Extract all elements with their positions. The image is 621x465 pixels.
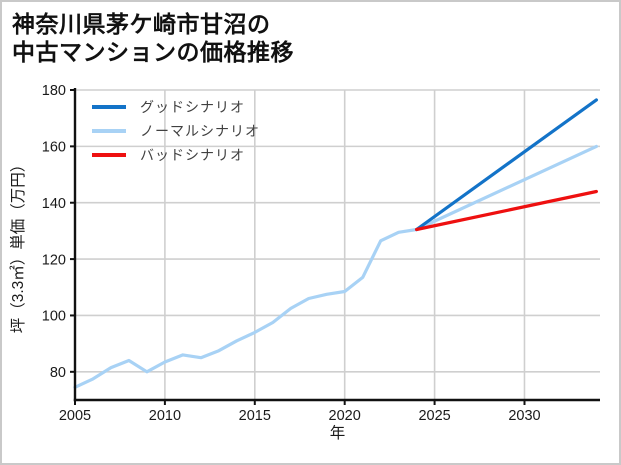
- y-tick-label: 100: [42, 309, 66, 325]
- x-tick-label: 2030: [508, 408, 540, 424]
- y-tick-label: 120: [42, 252, 66, 268]
- series-line-normal-scenario: [73, 144, 599, 389]
- chart-title-line2: 中古マンションの価格推移: [12, 39, 294, 65]
- chart-title-line1: 神奈川県茅ケ崎市甘沼の: [12, 11, 271, 37]
- y-tick-label: 140: [42, 196, 66, 212]
- series-line-bad-scenario: [415, 189, 599, 232]
- x-tick-label: 2005: [59, 408, 91, 424]
- x-tick-label: 2015: [239, 408, 271, 424]
- legend-label-bad-scenario: バッドシナリオ: [140, 147, 245, 163]
- chart-title: 神奈川県茅ケ崎市甘沼の 中古マンションの価格推移: [12, 10, 294, 66]
- y-axis-label: 坪（3.3㎡）単価（万円）: [9, 157, 27, 334]
- legend-label-good-scenario: グッドシナリオ: [140, 99, 245, 115]
- series-line-good-scenario: [415, 98, 599, 232]
- x-tick-label: 2025: [418, 408, 450, 424]
- y-tick-label: 180: [42, 83, 66, 99]
- x-tick-label: 2020: [329, 408, 361, 424]
- x-tick-label: 2010: [149, 408, 181, 424]
- legend-label-normal-scenario: ノーマルシナリオ: [140, 123, 260, 139]
- x-axis-label: 年: [330, 424, 346, 442]
- y-tick-label: 80: [50, 365, 66, 381]
- y-tick-label: 160: [42, 140, 66, 156]
